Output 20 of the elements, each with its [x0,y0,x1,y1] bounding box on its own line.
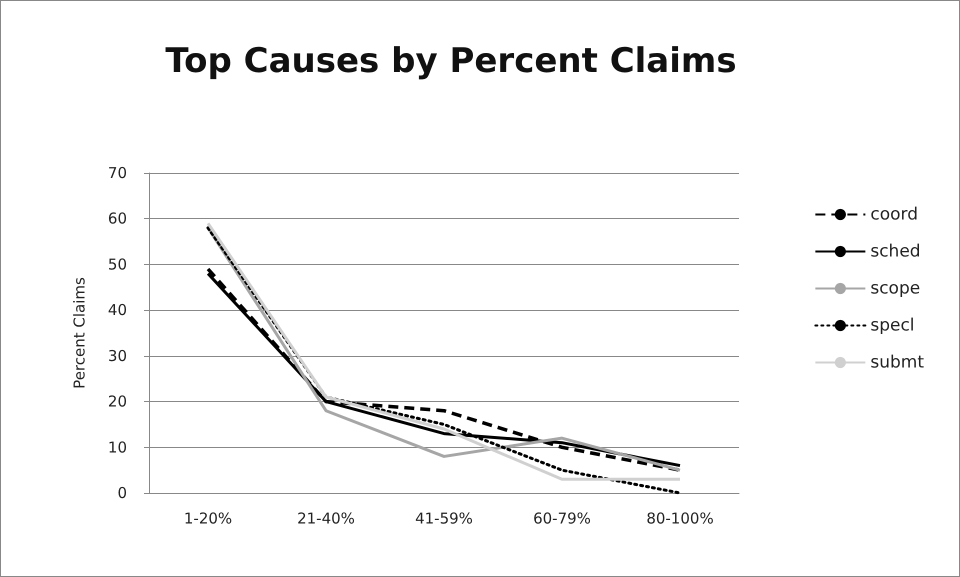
legend-label: scope [870,278,920,298]
chart-title: Top Causes by Percent Claims [165,41,737,81]
y-tick-label: 60 [108,210,127,228]
y-tick-label: 40 [108,301,127,320]
legend-label: sched [870,242,921,262]
y-tick-label: 30 [108,346,127,365]
y-tick-label: 10 [108,438,127,456]
x-tick-label: 41-59% [415,510,473,528]
legend-label: submt [870,352,924,372]
legend-label: coord [870,204,918,224]
y-tick-label: 50 [108,255,127,274]
x-tick-label: 1-20% [184,510,232,528]
x-tick-label: 80-100% [646,510,714,528]
x-tick-label: 60-79% [533,510,591,528]
y-axis-title: Percent Claims [70,277,88,389]
x-tick-label: 21-40% [297,510,355,528]
y-tick-label: 0 [117,484,127,502]
y-tick-label: 20 [108,392,127,411]
y-tick-label: 70 [108,164,127,182]
legend-label: specl [870,316,915,336]
